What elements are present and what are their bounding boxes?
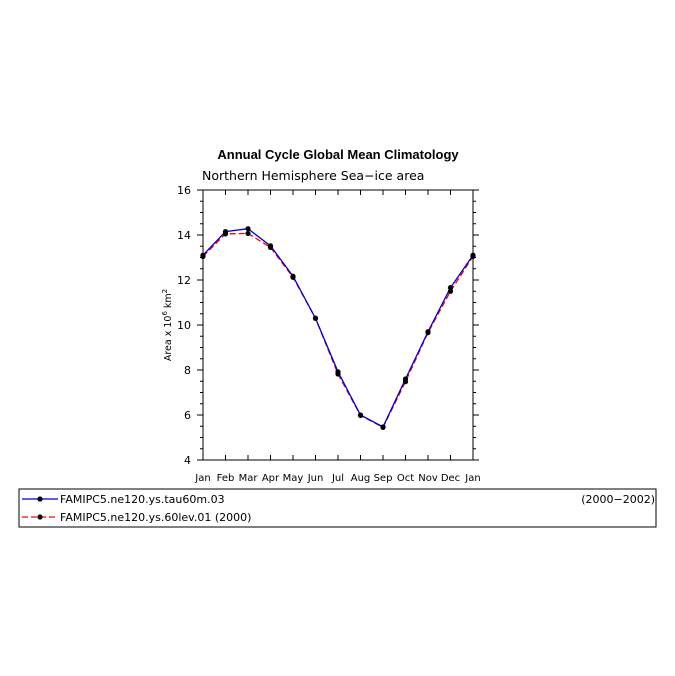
y-tick-label: 6 bbox=[184, 409, 191, 422]
data-point bbox=[402, 379, 409, 385]
legend-marker bbox=[37, 514, 43, 520]
y-axis-label-unit: km bbox=[163, 293, 174, 308]
data-point bbox=[470, 253, 476, 259]
y-axis-label: Area x 106 km2 bbox=[161, 289, 174, 361]
legend: FAMIPC5.ne120.ys.tau60m.03 (2000−2002) FAM… bbox=[18, 488, 657, 528]
data-point bbox=[447, 288, 454, 294]
data-point bbox=[335, 371, 341, 377]
data-point bbox=[312, 315, 319, 321]
legend-label: FAMIPC5.ne120.ys.60lev.01 (2000) bbox=[60, 511, 251, 524]
plot-frame bbox=[202, 189, 474, 461]
legend-marker bbox=[37, 496, 43, 502]
data-point bbox=[290, 274, 296, 280]
legend-label: FAMIPC5.ne120.ys.tau60m.03 bbox=[60, 493, 225, 506]
x-tick-label: Nov bbox=[418, 473, 438, 484]
y-tick-label: 14 bbox=[177, 229, 191, 242]
x-tick-label: Dec bbox=[441, 473, 460, 484]
y-tick-label: 4 bbox=[184, 454, 191, 467]
x-tick-label: Feb bbox=[217, 473, 235, 484]
x-tick-label: May bbox=[283, 473, 304, 484]
series-layer bbox=[200, 226, 476, 430]
x-tick-label: Aug bbox=[351, 473, 371, 484]
y-tick-label: 12 bbox=[177, 274, 191, 287]
data-point bbox=[245, 230, 251, 237]
chart-subtitle: Northern Hemisphere Sea−ice area bbox=[202, 168, 424, 183]
x-tick-label: Jul bbox=[331, 473, 344, 484]
data-point bbox=[222, 231, 229, 237]
data-point bbox=[447, 285, 454, 291]
x-tick-label: Apr bbox=[262, 473, 280, 484]
y-axis-label-exp: 6 bbox=[161, 311, 169, 316]
x-tick-label: Jan bbox=[194, 473, 210, 484]
y-tick-label: 10 bbox=[177, 319, 191, 332]
y-tick-label: 8 bbox=[184, 364, 191, 377]
legend-period: (2000−2002) bbox=[581, 493, 655, 506]
series-line bbox=[202, 228, 474, 428]
y-axis-label-prefix: Area x 10 bbox=[163, 316, 174, 362]
x-axis: Jan Feb Mar Apr May Jun Jul Aug Sep Oct Nov Dec Jan bbox=[194, 190, 481, 484]
data-point bbox=[267, 244, 274, 250]
x-tick-label: Mar bbox=[239, 473, 259, 484]
chart-title: Annual Cycle Global Mean Climatology bbox=[217, 147, 459, 162]
x-tick-label: Oct bbox=[397, 473, 414, 484]
data-point bbox=[200, 253, 206, 259]
data-point bbox=[357, 412, 364, 419]
y-axis: 4 6 8 10 12 14 16 bbox=[177, 184, 479, 467]
data-point bbox=[425, 330, 431, 336]
legend-box bbox=[18, 488, 657, 528]
data-point bbox=[245, 226, 251, 232]
x-tick-label: Jan bbox=[464, 473, 480, 484]
x-tick-label: Jun bbox=[307, 473, 324, 484]
series-line bbox=[202, 232, 474, 429]
y-tick-label: 16 bbox=[177, 184, 191, 197]
x-tick-label: Sep bbox=[374, 473, 393, 484]
y-axis-label-unit-exp: 2 bbox=[161, 289, 169, 293]
data-point bbox=[380, 424, 386, 430]
